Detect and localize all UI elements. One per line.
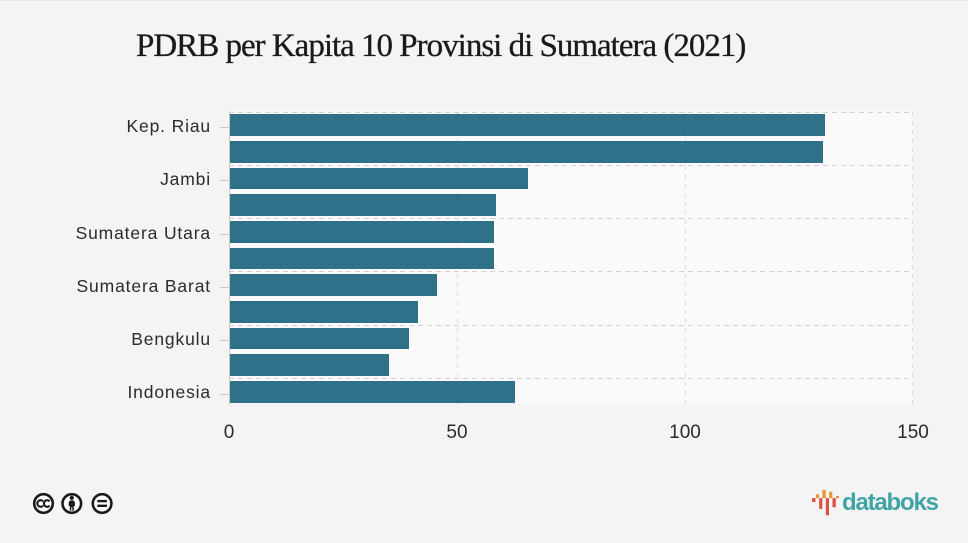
svg-text:databoks: databoks (842, 489, 939, 516)
